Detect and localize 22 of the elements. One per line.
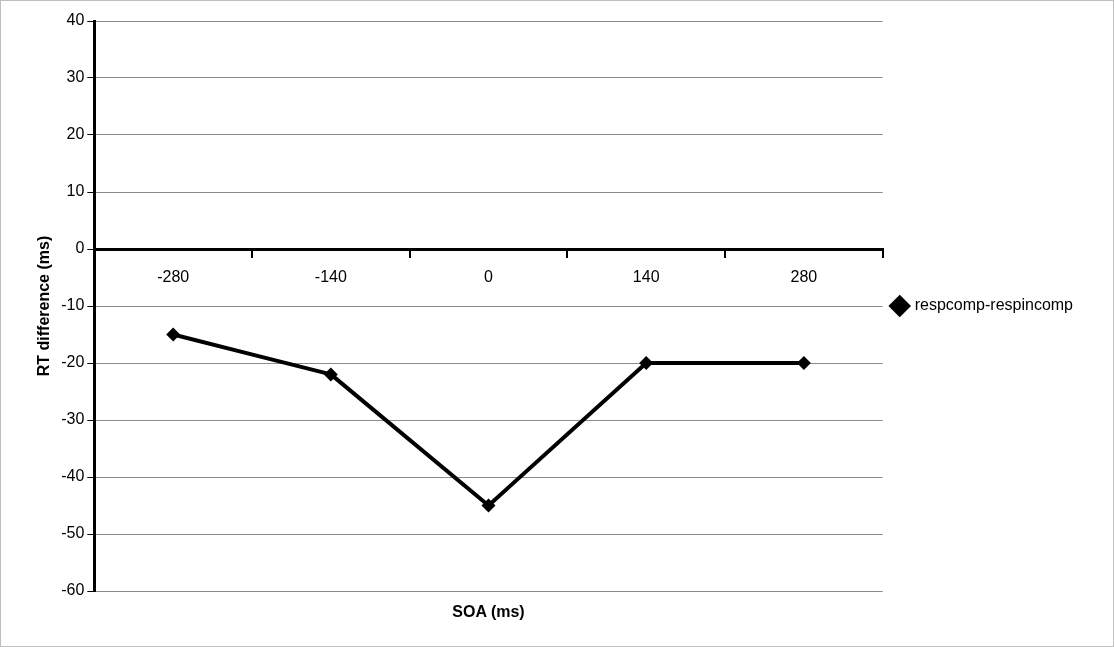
x-tick-label: 140	[632, 268, 660, 286]
x-axis-title: SOA (ms)	[452, 603, 525, 621]
y-tick-label: -20	[61, 353, 85, 371]
x-tick-label: -140	[314, 268, 347, 286]
y-tick-label: 20	[66, 125, 85, 143]
y-tick-label: -30	[61, 410, 85, 428]
y-tick-label: 30	[66, 68, 85, 86]
y-tick-label: 10	[66, 182, 85, 200]
x-tick-label: 280	[790, 268, 818, 286]
legend-label: respcomp-respincomp	[914, 296, 1074, 314]
y-tick-label: -50	[61, 524, 85, 542]
point	[481, 498, 496, 513]
y-axis-title: RT difference (ms)	[35, 235, 53, 377]
x-tick-label: -280	[157, 268, 190, 286]
point	[166, 327, 181, 342]
y-tick-label: -40	[61, 467, 85, 485]
y-tick-label: 40	[66, 11, 85, 29]
y-tick-label: -10	[61, 296, 85, 314]
point	[323, 367, 338, 382]
x-tick-label: 0	[484, 268, 494, 286]
y-tick-label: -60	[61, 581, 85, 599]
y-tick-label: 0	[75, 239, 85, 257]
